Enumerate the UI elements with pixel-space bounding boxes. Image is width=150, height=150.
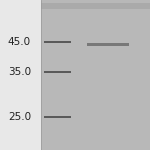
- FancyBboxPatch shape: [40, 3, 150, 9]
- FancyBboxPatch shape: [40, 0, 150, 150]
- Text: 45.0: 45.0: [8, 37, 31, 47]
- FancyBboxPatch shape: [44, 116, 70, 118]
- FancyBboxPatch shape: [87, 43, 129, 46]
- Text: 35.0: 35.0: [8, 67, 31, 77]
- FancyBboxPatch shape: [44, 41, 70, 43]
- Text: 25.0: 25.0: [8, 112, 31, 122]
- FancyBboxPatch shape: [44, 71, 70, 73]
